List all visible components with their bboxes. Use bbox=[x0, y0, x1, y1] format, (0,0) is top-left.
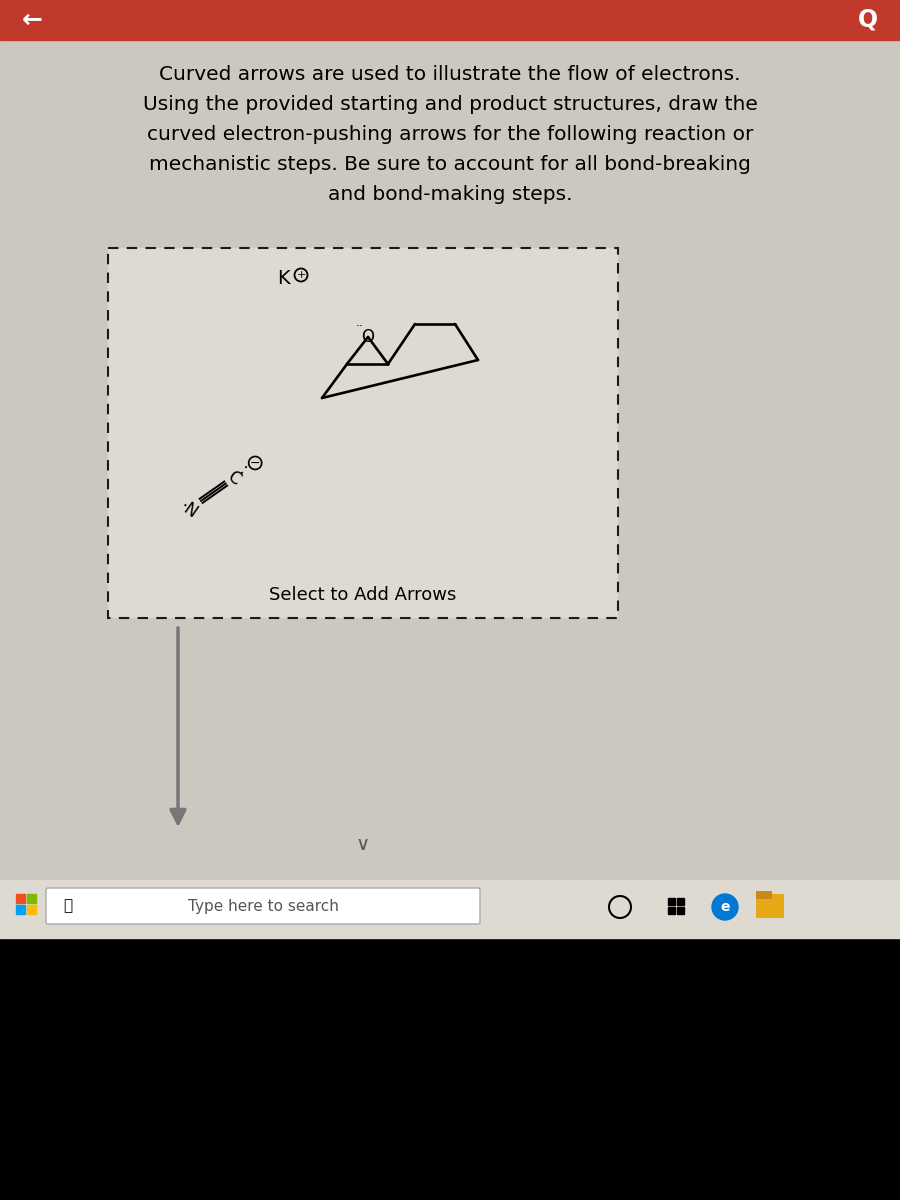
Bar bbox=[668, 907, 675, 914]
Text: O: O bbox=[362, 328, 374, 346]
Text: −: − bbox=[250, 456, 260, 469]
Text: ←: ← bbox=[22, 8, 43, 32]
Text: Q: Q bbox=[858, 8, 878, 32]
Bar bbox=[27, 894, 36, 902]
FancyBboxPatch shape bbox=[756, 894, 784, 918]
Bar bbox=[16, 894, 25, 902]
Text: e: e bbox=[720, 900, 730, 914]
Text: C: C bbox=[224, 467, 244, 488]
Bar bbox=[0, 938, 900, 1200]
Circle shape bbox=[712, 894, 738, 920]
Bar bbox=[668, 898, 675, 905]
Text: curved electron-pushing arrows for the following reaction or: curved electron-pushing arrows for the f… bbox=[147, 125, 753, 144]
Text: Using the provided starting and product structures, draw the: Using the provided starting and product … bbox=[142, 95, 758, 114]
Bar bbox=[27, 905, 36, 914]
FancyBboxPatch shape bbox=[108, 248, 618, 618]
Text: ··: ·· bbox=[356, 320, 364, 334]
Text: Select to Add Arrows: Select to Add Arrows bbox=[269, 586, 456, 604]
Text: Type here to search: Type here to search bbox=[187, 899, 338, 913]
FancyBboxPatch shape bbox=[46, 888, 480, 924]
Bar bbox=[0, 880, 900, 938]
FancyBboxPatch shape bbox=[756, 890, 772, 899]
Bar bbox=[0, 0, 900, 40]
Text: :: : bbox=[236, 462, 251, 480]
Text: K: K bbox=[276, 269, 289, 288]
Text: and bond-making steps.: and bond-making steps. bbox=[328, 185, 572, 204]
Bar bbox=[16, 905, 25, 914]
Text: 🔍: 🔍 bbox=[63, 899, 73, 913]
Text: +: + bbox=[296, 270, 306, 280]
Text: ∨: ∨ bbox=[356, 835, 370, 854]
Bar bbox=[677, 898, 684, 905]
Text: mechanistic steps. Be sure to account for all bond-breaking: mechanistic steps. Be sure to account fo… bbox=[149, 155, 751, 174]
Text: Curved arrows are used to illustrate the flow of electrons.: Curved arrows are used to illustrate the… bbox=[159, 65, 741, 84]
Bar bbox=[677, 907, 684, 914]
Text: ·N: ·N bbox=[176, 498, 201, 522]
